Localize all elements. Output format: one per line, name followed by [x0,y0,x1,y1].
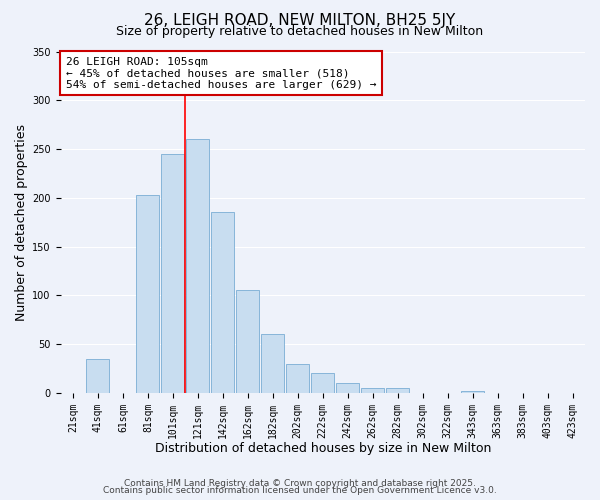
Text: 26, LEIGH ROAD, NEW MILTON, BH25 5JY: 26, LEIGH ROAD, NEW MILTON, BH25 5JY [145,12,455,28]
Bar [236,290,259,393]
Bar [187,140,209,393]
Bar [461,391,484,393]
Text: Contains HM Land Registry data © Crown copyright and database right 2025.: Contains HM Land Registry data © Crown c… [124,478,476,488]
Bar [386,388,409,393]
Bar [211,212,235,393]
Bar [262,334,284,393]
X-axis label: Distribution of detached houses by size in New Milton: Distribution of detached houses by size … [155,442,491,455]
Bar [336,383,359,393]
Bar [136,195,160,393]
Bar [311,374,334,393]
Text: 26 LEIGH ROAD: 105sqm
← 45% of detached houses are smaller (518)
54% of semi-det: 26 LEIGH ROAD: 105sqm ← 45% of detached … [66,56,376,90]
Bar [86,358,109,393]
Text: Contains public sector information licensed under the Open Government Licence v3: Contains public sector information licen… [103,486,497,495]
Bar [161,154,184,393]
Y-axis label: Number of detached properties: Number of detached properties [15,124,28,320]
Bar [361,388,384,393]
Bar [286,364,309,393]
Text: Size of property relative to detached houses in New Milton: Size of property relative to detached ho… [116,25,484,38]
